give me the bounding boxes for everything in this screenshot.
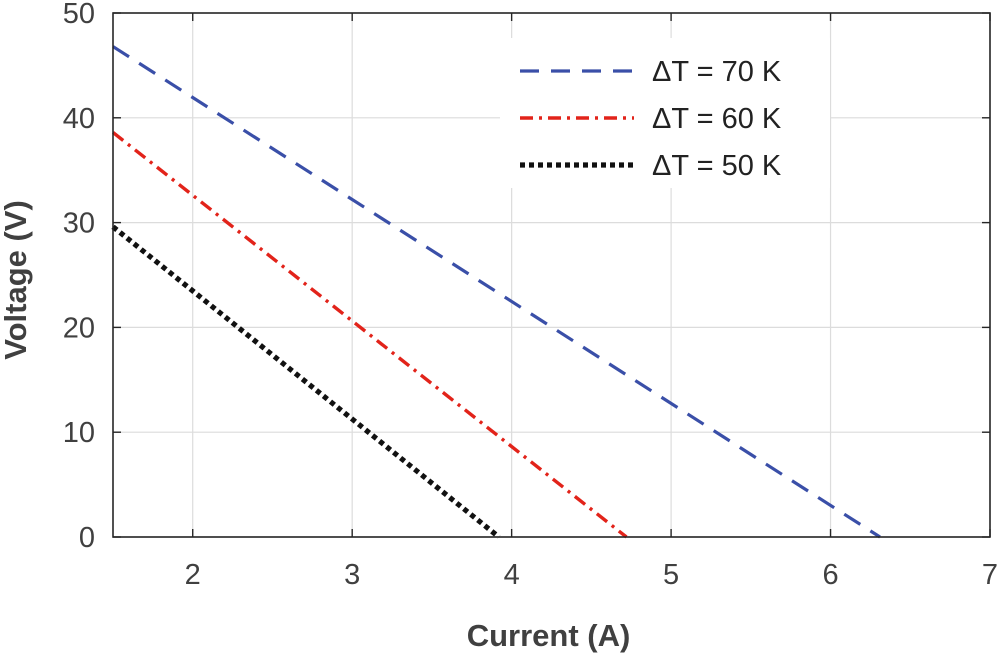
- legend-label-50k: ΔT = 50 K: [652, 150, 782, 182]
- legend-entry-70k: ΔT = 70 K: [520, 56, 782, 88]
- plot-frame: [112, 12, 991, 538]
- y-tick-labels: 0 10 20 30 40 50: [63, 0, 95, 554]
- legend-label-70k: ΔT = 70 K: [652, 56, 782, 88]
- x-tick-label: 2: [185, 559, 201, 591]
- y-tick-label: 0: [79, 522, 95, 554]
- series-line-0: [112, 45, 881, 539]
- y-tick-label: 50: [63, 0, 95, 30]
- y-tick-label: 30: [63, 208, 95, 240]
- y-axis-title: Voltage (V): [0, 200, 33, 360]
- ticks: [113, 12, 991, 538]
- series-layer: [111, 45, 881, 540]
- x-tick-label: 4: [504, 559, 520, 591]
- y-tick-label: 40: [63, 103, 95, 135]
- series-line-2: [111, 224, 501, 540]
- x-axis-title: Current (A): [467, 618, 631, 653]
- x-tick-label: 6: [822, 559, 838, 591]
- series-line-1: [111, 131, 628, 539]
- legend-label-60k: ΔT = 60 K: [652, 103, 782, 135]
- y-tick-label: 20: [63, 312, 95, 344]
- x-tick-label: 3: [344, 559, 360, 591]
- y-tick-label: 10: [63, 417, 95, 449]
- x-tick-labels: 2 3 4 5 6 7: [185, 559, 998, 591]
- x-tick-label: 7: [982, 559, 998, 591]
- legend-entry-50k: ΔT = 50 K: [520, 150, 782, 182]
- legend-entry-60k: ΔT = 60 K: [520, 103, 782, 135]
- x-tick-label: 5: [663, 559, 679, 591]
- legend-box: [500, 38, 830, 188]
- legend: ΔT = 70 K ΔT = 60 K ΔT = 50 K: [500, 38, 830, 188]
